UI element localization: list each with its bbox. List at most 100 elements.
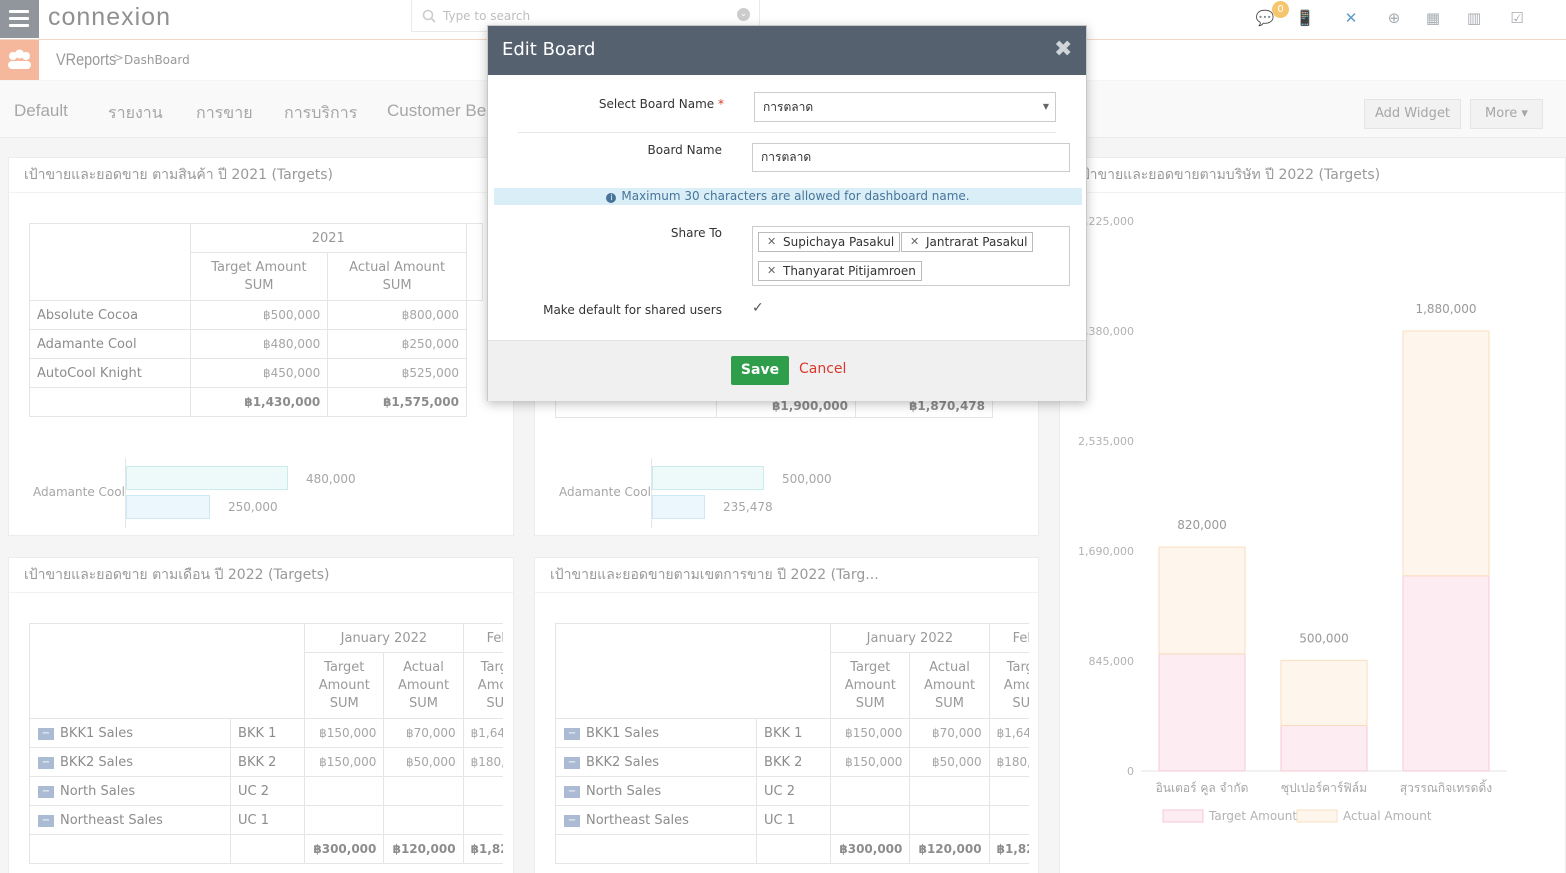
mobile-icon[interactable]: 📱: [1295, 9, 1315, 27]
bar-segment: [1280, 724, 1368, 772]
breadcrumb-root[interactable]: VReports: [56, 50, 117, 69]
report-icon[interactable]: ▥: [1466, 9, 1482, 27]
collapse-icon[interactable]: −: [564, 727, 580, 740]
dialog-header: [488, 26, 1086, 75]
menu-icon[interactable]: [0, 0, 39, 38]
y-tick-label: 3,380,000: [1078, 325, 1134, 338]
remove-icon[interactable]: ✕: [767, 235, 777, 248]
app-logo: connexion: [48, 3, 171, 31]
x-tick-label: ซุปเปอร์คาร์ฟิล์ม: [1281, 781, 1367, 796]
breadcrumb-current: DashBoard: [124, 53, 190, 67]
legend-label: Actual Amount: [1343, 809, 1432, 823]
x-tick-label: สุวรรณกิจเทรดดิ้ง: [1400, 779, 1492, 796]
tab-customer[interactable]: Customer Be: [387, 101, 487, 120]
search-icon: [422, 9, 436, 23]
share-to-input[interactable]: ✕ Supichaya Pasakul ✕ Jantrarat Pasakul ✕ T…: [752, 226, 1070, 286]
bar-target: [652, 466, 764, 490]
bar-segment: [1402, 575, 1490, 772]
product-target-table: 2021 Target Amount SUM Actual Amount SUM Ab…: [29, 223, 484, 417]
select-board-label: Select Board Name *: [598, 97, 724, 111]
clear-search-icon[interactable]: ⌄: [737, 8, 750, 21]
data-label: 820,000: [1177, 518, 1227, 532]
panel-title: เป้าขายและยอดขายตามเขตการขาย ปี 2022 (Ta…: [550, 567, 879, 583]
bar-segment: [1280, 659, 1368, 726]
bar-category-label: Adamante Cool: [559, 485, 651, 499]
chat-icon[interactable]: 💬: [1255, 9, 1275, 27]
more-button[interactable]: More ▾: [1470, 99, 1543, 129]
collapse-icon[interactable]: −: [38, 814, 54, 827]
collapse-icon[interactable]: −: [38, 756, 54, 769]
bar-target-label: 500,000: [782, 472, 832, 486]
table-row[interactable]: − North Sales UC 2: [555, 776, 1029, 806]
dropdown-arrow-icon: ▼: [1042, 102, 1049, 111]
close-icon[interactable]: ✖: [1054, 37, 1073, 62]
monthly-target-table: January 2022Febr TargetAmountSUMActualAm…: [29, 623, 503, 864]
notification-badge: 0: [1272, 1, 1289, 18]
collapse-icon[interactable]: −: [564, 785, 580, 798]
bar-actual: [652, 495, 705, 519]
tab-sales[interactable]: การขาย: [196, 103, 253, 122]
board-name-select[interactable]: การตลาด ▼: [754, 92, 1056, 122]
bar-actual-label: 235,478: [723, 500, 773, 514]
share-to-label: Share To: [670, 226, 722, 240]
tab-report[interactable]: รายงาน: [108, 103, 163, 122]
collapse-icon[interactable]: −: [38, 785, 54, 798]
board-name-label: Board Name: [647, 143, 722, 157]
legend-label: Target Amount: [1208, 809, 1297, 823]
region-target-table: January 2022Febr TargetAmountSUMActualAm…: [555, 623, 1029, 864]
panel-title: เป้าขายและยอดขาย ตามสินค้า ปี 2021 (Targ…: [24, 167, 333, 183]
share-chip: ✕ Supichaya Pasakul: [758, 232, 901, 252]
collapse-icon[interactable]: −: [564, 756, 580, 769]
tab-service[interactable]: การบริการ: [284, 103, 358, 122]
dialog-title: Edit Board: [502, 39, 596, 60]
remove-icon[interactable]: ✕: [767, 264, 777, 277]
bar-target-label: 480,000: [306, 472, 356, 486]
panel-title: เป้าขายและยอดขาย ตามเดือน ปี 2022 (Targe…: [24, 567, 330, 583]
add-icon[interactable]: ⊕: [1387, 9, 1401, 27]
remove-icon[interactable]: ✕: [910, 235, 920, 248]
bar-category-label: Adamante Cool: [33, 485, 125, 499]
table-total-row: ฿300,000฿120,000฿1,820,0: [555, 834, 1029, 864]
panel-title: เป้าขายและยอดขายตามบริษัท ปี 2022 (Targe…: [1076, 167, 1381, 183]
board-name-input[interactable]: การตลาด: [752, 143, 1070, 172]
add-widget-button[interactable]: Add Widget: [1364, 99, 1461, 129]
company-stacked-bar-chart: 0 845,000 1,690,000 2,535,000 3,380,000 4,225…: [1078, 215, 1507, 823]
table-row: Adamante Cool ฿480,000 ฿250,000: [29, 329, 483, 359]
bar-segment: [1158, 546, 1246, 655]
bar-segment: [1402, 330, 1490, 577]
y-tick-label: 1,690,000: [1078, 545, 1134, 558]
edit-board-dialog: Edit Board ✖ Select Board Name * การตลาด…: [487, 25, 1087, 401]
dialog-footer: Save Cancel: [488, 340, 1086, 401]
legend-swatch: [1296, 809, 1338, 823]
table-total-row: ฿1,430,000 ฿1,575,000: [29, 387, 483, 417]
task-icon[interactable]: ☑: [1510, 9, 1524, 27]
bar-segment: [1158, 653, 1246, 772]
bar-actual-label: 250,000: [228, 500, 278, 514]
breadcrumb-separator: >: [113, 51, 124, 66]
cancel-button[interactable]: Cancel: [799, 361, 847, 377]
table-row[interactable]: − Northeast Sales UC 1: [29, 805, 503, 835]
save-button[interactable]: Save: [731, 356, 789, 385]
bar-target: [126, 466, 288, 490]
info-message: i Maximum 30 characters are allowed for d…: [494, 188, 1082, 205]
share-chip: ✕ Thanyarat Pitijamroen: [758, 261, 922, 281]
legend-swatch: [1162, 809, 1204, 823]
default-shared-label: Make default for shared users: [543, 303, 722, 317]
collapse-icon[interactable]: −: [38, 727, 54, 740]
y-tick-label: 4,225,000: [1078, 215, 1134, 228]
collapse-icon[interactable]: −: [564, 814, 580, 827]
info-icon: i: [606, 193, 617, 203]
calendar-icon[interactable]: ▦: [1425, 9, 1441, 27]
default-shared-checkbox[interactable]: ✓: [752, 300, 764, 316]
table-row[interactable]: − Northeast Sales UC 1: [555, 805, 1029, 835]
bar-actual: [126, 495, 210, 519]
connexion-icon[interactable]: ✕: [1344, 9, 1358, 27]
x-tick-label: อินเตอร์ คูล จำกัด: [1156, 781, 1249, 796]
table-row: Absolute Cocoa ฿500,000 ฿800,000: [29, 300, 483, 330]
share-chip: ✕ Jantrarat Pasakul: [901, 232, 1034, 252]
y-tick-label: 845,000: [1089, 655, 1135, 668]
tab-default[interactable]: Default: [14, 101, 68, 120]
table-row: AutoCool Knight ฿450,000 ฿525,000: [29, 358, 483, 388]
users-icon: [0, 40, 39, 80]
